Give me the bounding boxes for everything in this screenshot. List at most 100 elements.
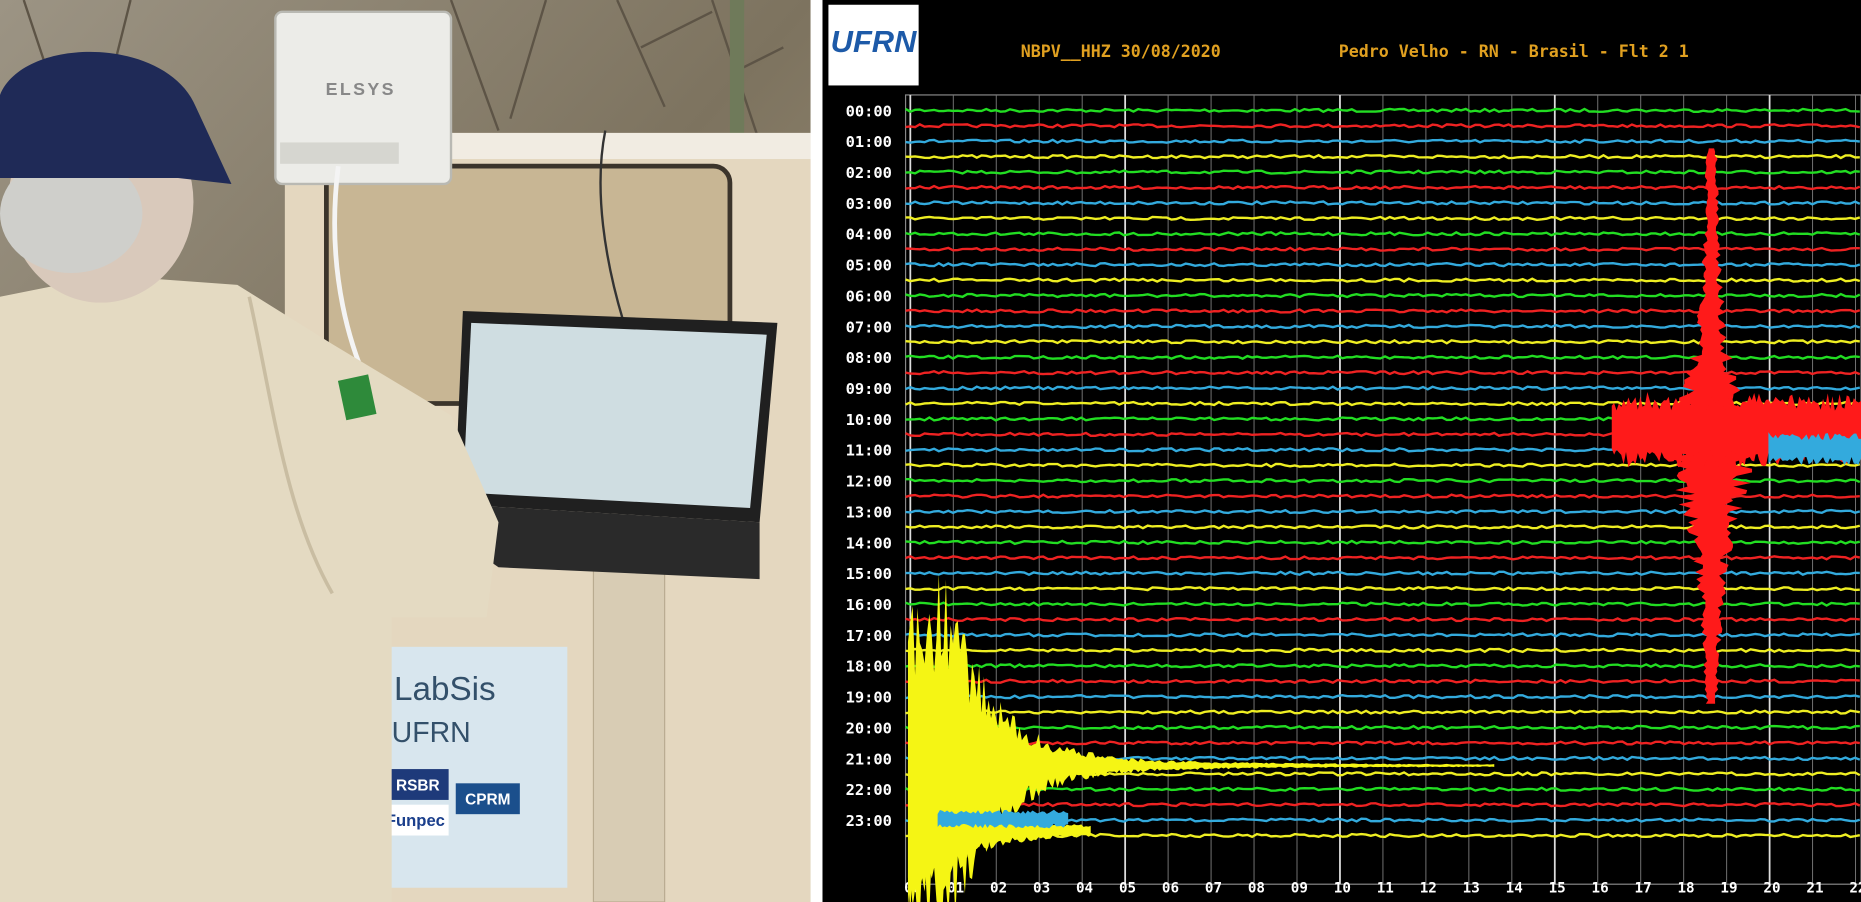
hour-label: 02:00 — [846, 164, 892, 182]
minute-label: 20 — [1763, 881, 1780, 897]
hour-label: 18:00 — [846, 658, 892, 676]
device — [274, 10, 453, 186]
trace — [905, 663, 1860, 669]
trace — [905, 601, 1860, 607]
minute-label: 15 — [1549, 881, 1566, 897]
hour-label: 23:00 — [846, 812, 892, 830]
trace — [905, 678, 1860, 685]
trace — [905, 200, 1861, 206]
hour-label: 06:00 — [846, 287, 892, 305]
minute-label: 09 — [1291, 881, 1308, 897]
trace — [905, 261, 1861, 268]
hour-label: 17:00 — [846, 627, 892, 645]
hour-label: 07:00 — [846, 318, 892, 336]
trace — [905, 138, 1860, 145]
trace — [904, 107, 1860, 114]
event-burst — [907, 573, 1495, 902]
hair — [0, 154, 143, 273]
hour-label: 19:00 — [846, 689, 892, 707]
trace — [905, 709, 1861, 715]
minute-label: 21 — [1806, 881, 1823, 897]
logo-box — [828, 4, 919, 86]
hour-label: 01:00 — [846, 133, 892, 151]
hour-label: 00:00 — [846, 102, 892, 120]
hour-label: 15:00 — [846, 565, 892, 583]
device-label: ELSYS — [326, 79, 396, 99]
minute-label: 02 — [990, 881, 1007, 897]
hour-label: 22:00 — [846, 781, 892, 799]
hour-label: 13:00 — [846, 503, 892, 521]
location-label: Pedro Velho - RN - Brasil - Flt 2 1 — [1339, 42, 1689, 61]
trace — [905, 231, 1861, 237]
event-burst — [907, 761, 1091, 902]
minute-label: 18 — [1677, 881, 1694, 897]
trace — [905, 246, 1860, 252]
sign-logo: CPRM — [465, 792, 510, 809]
trace — [905, 123, 1861, 129]
trace — [905, 169, 1860, 175]
trace — [905, 292, 1861, 299]
sign — [361, 646, 568, 888]
minute-label: 17 — [1635, 881, 1652, 897]
hour-label: 10:00 — [846, 411, 892, 429]
shirt-fold — [247, 296, 334, 595]
photo: ELSYS LabSis UFRN RSBR CPRM Funpec — [0, 0, 811, 902]
cactus — [729, 0, 745, 155]
sign-title: LabSis — [394, 671, 496, 708]
box-top — [409, 132, 811, 160]
sign-logo: Funpec — [386, 811, 445, 830]
trace — [905, 693, 1861, 700]
station-label: NBPV__HHZ 30/08/2020 — [1021, 42, 1221, 61]
event-burst — [1768, 432, 1861, 466]
minute-label: 06 — [1162, 881, 1179, 897]
hour-label: 09:00 — [846, 380, 892, 398]
hour-label: 21:00 — [846, 750, 892, 768]
minute-label: 08 — [1248, 881, 1265, 897]
event-burst — [937, 809, 1069, 829]
hour-label: 04:00 — [846, 226, 892, 244]
device-ports — [280, 142, 399, 164]
trace — [905, 724, 1860, 731]
minute-label: 16 — [1592, 881, 1609, 897]
minute-label: 19 — [1720, 881, 1737, 897]
trace — [905, 616, 1860, 623]
flag-patch — [337, 374, 377, 421]
minute-label: 14 — [1506, 881, 1523, 897]
hour-label: 08:00 — [846, 349, 892, 367]
minute-label: 22 — [1849, 881, 1861, 897]
hour-label: 20:00 — [846, 719, 892, 737]
cable — [599, 130, 625, 321]
sign-subtitle: UFRN — [392, 717, 471, 749]
hour-label: 05:00 — [846, 257, 892, 275]
box-door — [592, 569, 666, 902]
trace — [905, 802, 1861, 808]
minute-label: 03 — [1033, 881, 1050, 897]
minute-label: 10 — [1334, 881, 1351, 897]
hour-label: 11:00 — [846, 442, 892, 460]
seismogram: UFRN NBPV__HHZ 30/08/2020 Pedro Velho - … — [822, 0, 1861, 902]
hour-label: 14:00 — [846, 534, 892, 552]
trace — [905, 632, 1860, 638]
logo-box — [455, 783, 520, 815]
logo: UFRN — [831, 24, 917, 59]
minute-label: 11 — [1377, 881, 1394, 897]
trace — [905, 786, 1860, 792]
laptop-keyboard — [451, 504, 760, 580]
minute-label: 12 — [1420, 881, 1437, 897]
minute-label: 05 — [1119, 881, 1136, 897]
logo-box — [386, 769, 449, 800]
hour-label: 12:00 — [846, 473, 892, 491]
shirt — [0, 275, 499, 902]
minute-label: 13 — [1463, 881, 1480, 897]
trace — [905, 215, 1861, 222]
laptop-screen — [462, 322, 767, 508]
minute-label: 07 — [1205, 881, 1222, 897]
sign-logo: RSBR — [396, 777, 440, 794]
trace — [905, 153, 1860, 160]
trace — [905, 647, 1860, 654]
divider — [810, 0, 823, 902]
trace — [905, 277, 1861, 283]
trace — [905, 184, 1861, 191]
